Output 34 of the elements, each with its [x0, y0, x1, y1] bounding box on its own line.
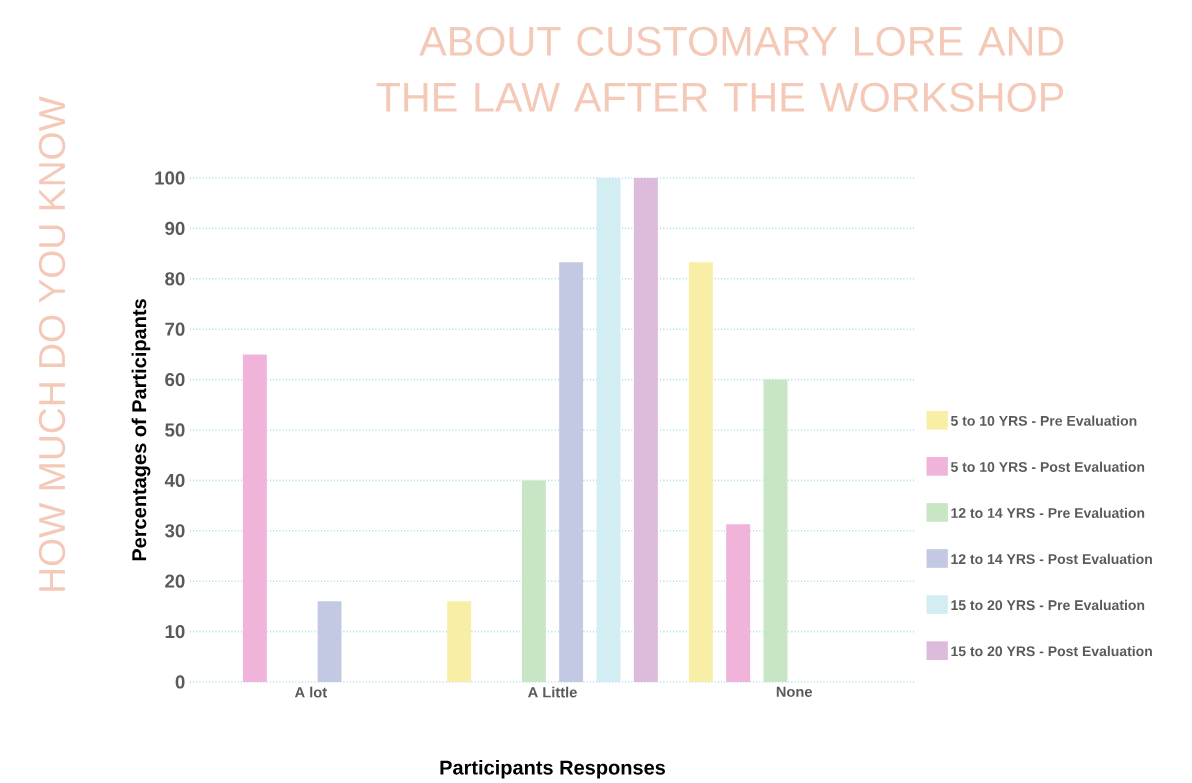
y-tick-label: 70	[165, 322, 185, 336]
y-tick-label: 40	[164, 473, 185, 487]
y-tick-label: 100	[155, 171, 185, 185]
x-tick-label: A lot	[294, 686, 327, 698]
y-tick-label: 50	[165, 423, 185, 437]
bar	[242, 354, 267, 682]
bar	[447, 601, 472, 682]
x-axis-title: Participants Responses	[440, 759, 666, 779]
y-tick-label: 30	[164, 524, 185, 538]
y-tick-label: 60	[165, 372, 185, 387]
bar	[688, 262, 713, 682]
y-tick-label: 0	[175, 675, 185, 689]
legend-label: 15 to 20 YRS - Pre Evaluation	[951, 599, 1145, 611]
bar	[633, 177, 658, 682]
chart-title: ABOUT CUSTOMARY LORE AND THE LAW AFTER THE WORKSHOP	[376, 26, 1064, 112]
text: HOW MUCH DO YOU KNOW	[38, 96, 66, 591]
x-tick-label: None	[776, 686, 812, 697]
y-tick-label: 90	[165, 221, 185, 235]
bar	[317, 601, 342, 682]
bar	[559, 262, 584, 682]
legend-label: 12 to 14 YRS - Pre Evaluation	[951, 507, 1145, 518]
y-axis-title: Percentages of Participants	[131, 299, 151, 561]
bar	[596, 177, 621, 682]
legend-label: 5 to 10 YRS - Pre Evaluation	[950, 415, 1137, 426]
bar	[763, 379, 788, 682]
legend-label: 12 to 14 YRS - Post Evaluation	[951, 553, 1152, 565]
bar	[521, 480, 546, 682]
y-tick-label: 10	[165, 624, 185, 639]
bar	[726, 524, 751, 682]
x-tick-label: A Little	[528, 686, 577, 698]
legend-label: 15 to 20 YRS - Post Evaluation	[951, 645, 1152, 657]
legend-label: 5 to 10 YRS - Post Evaluation	[950, 461, 1145, 472]
y-tick-label: 20	[165, 574, 185, 588]
y-tick-label: 80	[165, 272, 185, 286]
